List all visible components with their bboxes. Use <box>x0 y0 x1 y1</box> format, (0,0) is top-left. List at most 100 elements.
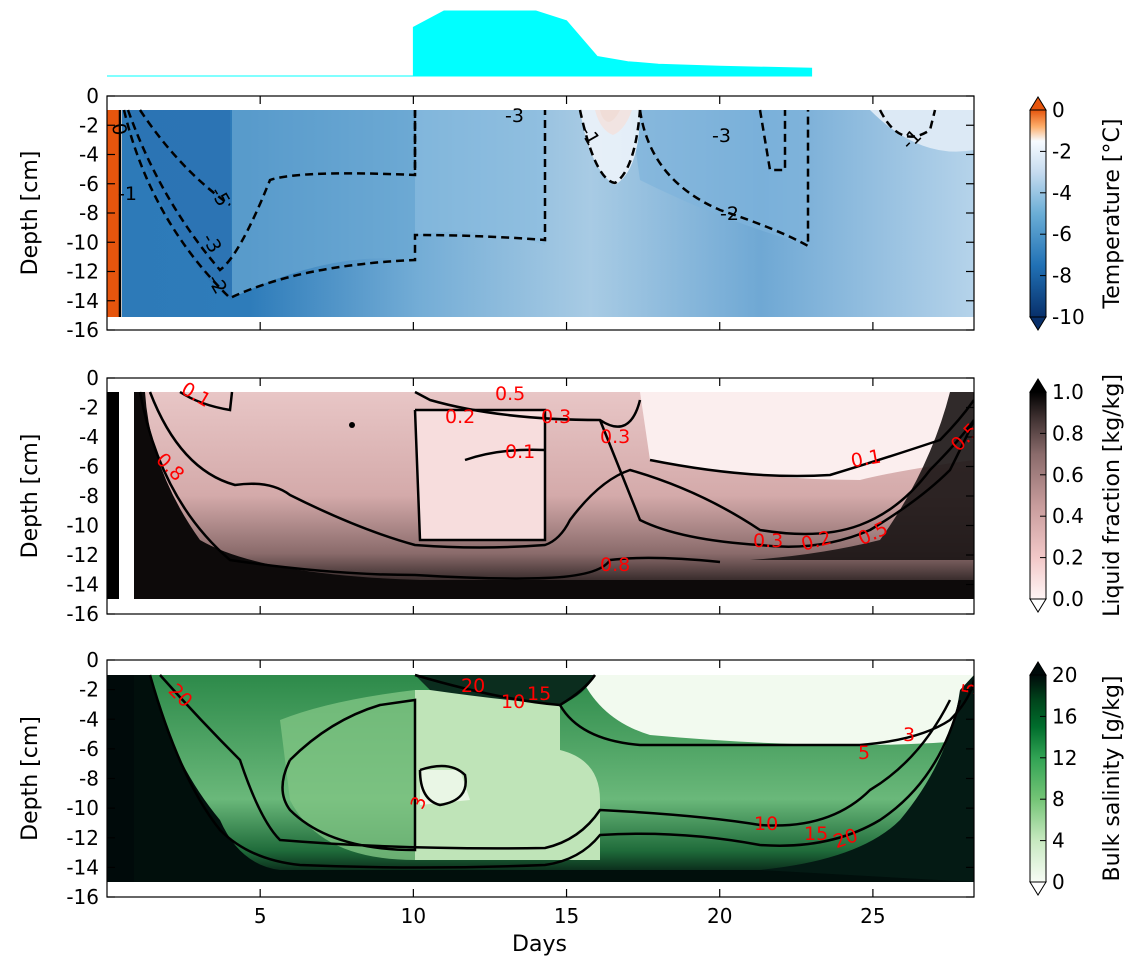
salinity-fresh-zone <box>415 690 600 860</box>
y-tick-label: -8 <box>79 767 99 791</box>
contour-label: 0.1 <box>849 445 883 472</box>
contour-label: 0.8 <box>600 554 630 576</box>
contour-label: 5 <box>958 681 982 697</box>
y-tick-label: -2 <box>79 396 99 420</box>
contour-label: 0.2 <box>445 406 475 428</box>
colorbar-label: Temperature [°C] <box>1100 119 1125 310</box>
y-tick-label: -16 <box>66 885 99 909</box>
cold-band-2 <box>415 110 545 245</box>
liquid-right-dark <box>750 392 974 560</box>
colorbar-label: Bulk salinity [g/kg] <box>1100 676 1125 882</box>
y-tick-label: -4 <box>79 707 99 731</box>
y-tick-label: -6 <box>79 737 99 761</box>
salinity-inner <box>420 770 470 805</box>
contour-label: 10 <box>754 813 778 835</box>
liquid-left-dark <box>134 392 974 599</box>
colorbar-tick-label: 1.0 <box>1052 380 1084 404</box>
liquid-spot <box>349 422 355 428</box>
salinity-mid <box>280 690 415 860</box>
y-tick-label: -10 <box>66 230 99 254</box>
cold-band-3 <box>630 110 810 245</box>
x-tick-label: 10 <box>401 904 426 928</box>
y-tick-label: -4 <box>79 425 99 449</box>
forcing-area <box>107 10 813 77</box>
x-tick-label: 20 <box>707 904 732 928</box>
contour-temp-5 <box>138 109 231 207</box>
colorbar-tick-label: 16 <box>1052 704 1077 728</box>
liquid-colorbar <box>1029 378 1047 613</box>
liquid-low-zone <box>415 410 545 540</box>
contour-label: 15 <box>527 683 551 705</box>
y-tick-label: -4 <box>79 143 99 167</box>
contour-label: -3 <box>712 125 731 147</box>
y-tick-label: -10 <box>66 514 99 538</box>
contour-label: 20 <box>461 675 485 697</box>
y-tick-label: -2 <box>79 113 99 137</box>
y-tick-label: -6 <box>79 455 99 479</box>
contour-label: 5 <box>858 742 870 764</box>
colorbar-tick-label: -6 <box>1052 222 1072 246</box>
y-tick-label: -14 <box>66 289 99 313</box>
contour-liq-0.1c <box>649 399 974 478</box>
white-zone <box>580 110 640 185</box>
colorbar-tick-label: 12 <box>1052 746 1077 770</box>
contour-temp-2b <box>638 109 810 249</box>
contour-temp-1 <box>578 109 642 185</box>
contour-label: 15 <box>804 823 828 845</box>
contour-sal-10 <box>159 674 952 850</box>
y-tick-label: -12 <box>66 826 99 850</box>
y-tick-label: -8 <box>79 201 99 225</box>
contour-temp-3 <box>126 109 417 272</box>
contour-label: 0.5 <box>495 383 525 405</box>
salinity-colorbar <box>1029 661 1047 896</box>
contour-label: 0.3 <box>753 530 783 552</box>
y-tick-label: 0 <box>86 648 99 672</box>
contour-sal-20 <box>148 674 962 869</box>
contour-label: -1 <box>118 183 137 205</box>
contour-liq-0.2 <box>413 408 547 542</box>
colorbar-tick-label: 4 <box>1052 829 1065 853</box>
contour-liq-0.3 <box>414 390 642 428</box>
x-axis-label: Days <box>512 932 567 957</box>
contour-liq-0.5 <box>148 391 974 549</box>
contour-temp-2 <box>122 109 547 300</box>
y-axis-label: Depth [cm] <box>18 434 43 559</box>
temperature-colorbar <box>1029 96 1047 331</box>
y-tick-label: -8 <box>79 484 99 508</box>
salinity-left-dark <box>134 675 974 882</box>
cold-band <box>232 110 415 298</box>
contour-temp-3c <box>758 109 787 172</box>
axes: 0 -2 -4 -6 -8 -10 -12 -14 -16 Depth [cm] 0 -2 -4 -6 -8… <box>18 84 974 957</box>
colorbar-labels: 0 -2 -4 -6 -8 -10 Temperature [°C] 1.0 0.8 0.6 0.4… <box>1040 98 1125 894</box>
y-tick-label: 0 <box>86 366 99 390</box>
x-tick-label: 5 <box>254 904 267 928</box>
colorbar-label: Liquid fraction [kg/kg] <box>1100 374 1125 617</box>
salinity-top-dark <box>415 675 595 705</box>
contour-label: 3 <box>903 724 915 746</box>
contour-label: 0.3 <box>541 406 571 428</box>
contour-label: 0.1 <box>505 441 535 463</box>
colorbar-tick-label: 8 <box>1052 787 1065 811</box>
contour-label: -2 <box>720 203 739 225</box>
contour-liq-0.1 <box>179 390 234 412</box>
colorbar-tick-label: -2 <box>1052 139 1072 163</box>
colorbar-tick-label: 0.2 <box>1052 546 1084 570</box>
white-zone-2 <box>870 110 974 152</box>
bulk-salinity-panel: 20 20 10 15 3 5 3 10 15 20 5 <box>107 660 982 897</box>
salinity-right-dark <box>760 675 974 882</box>
y-tick-label: -6 <box>79 172 99 196</box>
liquid-fraction-panel: 0.1 0.5 0.2 0.3 0.1 0.3 0.8 0.8 0.3 0.2 … <box>107 378 974 614</box>
colorbar-tick-label: 20 <box>1052 663 1077 687</box>
colorbar-tick-label: 0.4 <box>1052 504 1084 528</box>
y-tick-label: -12 <box>66 543 99 567</box>
contour-sal-3b <box>418 764 467 807</box>
contour-liq-0.8 <box>138 391 721 580</box>
colorbar-tick-label: -10 <box>1052 305 1085 329</box>
y-tick-label: -14 <box>66 573 99 597</box>
colorbar-tick-label: 0.0 <box>1052 587 1084 611</box>
salinity-top-fresh <box>580 675 974 745</box>
temperature-panel: 0 -1 -3 -1 -3 -1 -2 -2 -3 -5 <box>107 96 974 330</box>
y-axis-label: Depth [cm] <box>18 716 43 841</box>
colorbar-tick-label: 0.6 <box>1052 463 1084 487</box>
